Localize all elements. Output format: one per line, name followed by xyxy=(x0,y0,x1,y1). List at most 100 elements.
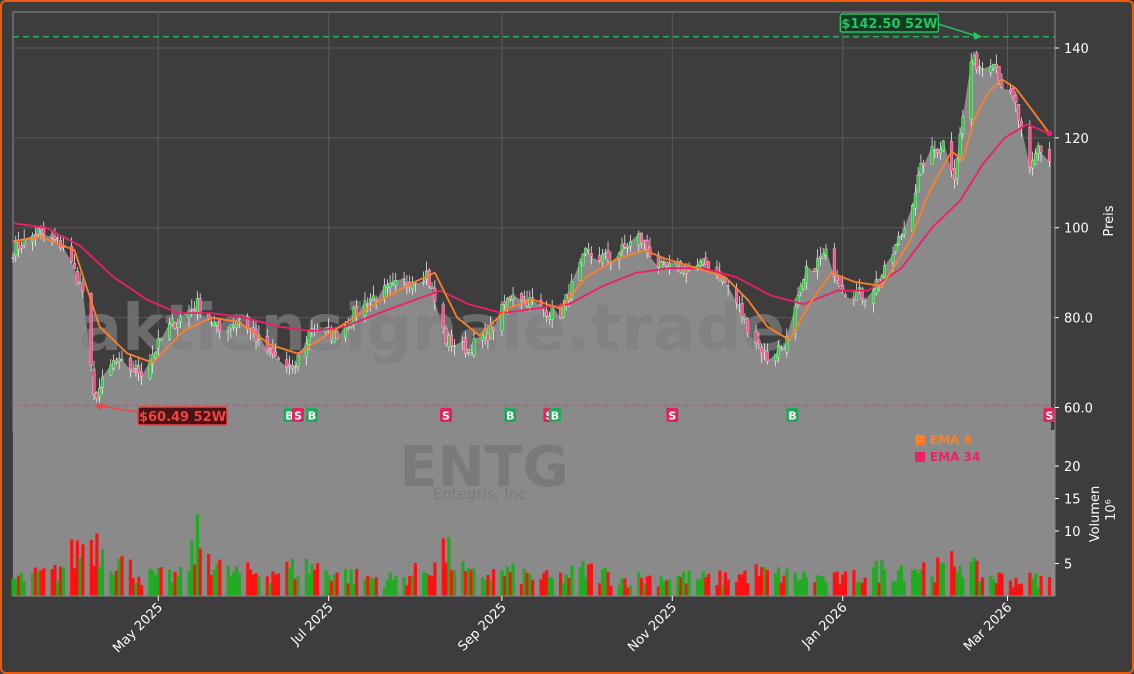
candle-body xyxy=(151,354,155,364)
volume-bar xyxy=(1008,580,1013,596)
candle-body xyxy=(81,283,85,292)
volume-bar xyxy=(628,585,633,596)
candle-body xyxy=(383,285,386,299)
candle-body xyxy=(746,318,750,334)
candle-body xyxy=(726,284,730,287)
candle-body xyxy=(500,304,504,331)
candle-body xyxy=(167,323,171,340)
ema34-end-dot xyxy=(1046,130,1053,137)
candle-body xyxy=(589,253,593,258)
volume-bar xyxy=(335,572,339,596)
volume-bar xyxy=(911,570,915,596)
volume-bar xyxy=(195,514,200,596)
candle-body xyxy=(19,245,23,249)
signal-label: B xyxy=(551,410,559,423)
volume-bar xyxy=(257,576,261,596)
candle-body xyxy=(645,240,649,250)
candle-body xyxy=(642,239,646,242)
candle-body xyxy=(148,360,152,379)
volume-bar xyxy=(637,572,641,596)
volume-bar xyxy=(589,563,593,596)
candle-body xyxy=(109,364,113,376)
candle-body xyxy=(668,262,671,268)
volume-bar xyxy=(687,570,691,596)
candle-body xyxy=(1014,95,1018,103)
volume-bar xyxy=(95,533,99,596)
volume-bar xyxy=(355,568,359,596)
candle-body xyxy=(402,278,406,280)
volume-bar xyxy=(779,582,783,596)
candle-body xyxy=(961,116,965,134)
candle-body xyxy=(506,298,509,309)
volume-bar xyxy=(385,580,390,596)
legend-label: EMA 8 xyxy=(930,433,972,447)
candle-body xyxy=(818,256,822,259)
candle-body xyxy=(268,348,272,350)
candle-body xyxy=(480,335,484,341)
volume-bar xyxy=(363,579,367,596)
volume-bar xyxy=(656,586,661,596)
candle-body xyxy=(511,294,515,300)
candle-body xyxy=(871,289,875,304)
candle-body xyxy=(89,293,93,366)
volume-bar xyxy=(81,544,85,596)
volume-bar xyxy=(871,567,876,596)
candle-body xyxy=(813,268,817,272)
volume-bar xyxy=(950,551,954,596)
candle-body xyxy=(930,146,934,165)
candle-body xyxy=(366,303,370,305)
volume-bar xyxy=(528,574,532,596)
candle-body xyxy=(860,288,864,300)
volume-bar xyxy=(461,561,465,596)
volume-bar xyxy=(561,582,566,596)
candle-body xyxy=(120,359,124,361)
volume-bar xyxy=(50,569,54,596)
price-tick-label: 80.0 xyxy=(1064,312,1093,327)
buy-signal xyxy=(786,408,799,422)
volume-bar xyxy=(193,564,197,596)
volume-bar xyxy=(855,582,859,596)
candle-body xyxy=(73,263,76,269)
volume-bar xyxy=(665,580,669,596)
candle-body xyxy=(852,296,856,300)
volume-bar xyxy=(723,572,728,596)
volume-axis-unit: 10⁶ xyxy=(1104,499,1119,521)
candle-body xyxy=(371,295,375,301)
volume-bar xyxy=(296,575,300,596)
volume-bar xyxy=(550,577,554,596)
volume-bar xyxy=(248,569,253,596)
volume-bar xyxy=(131,578,135,596)
volume-bar xyxy=(352,583,356,596)
volume-bar xyxy=(600,569,605,596)
legend-swatch xyxy=(915,435,925,445)
candle-body xyxy=(374,298,378,301)
candle-body xyxy=(472,338,476,357)
volume-bar xyxy=(153,575,158,596)
candle-body xyxy=(620,244,624,251)
volume-bar xyxy=(841,574,845,596)
candle-body xyxy=(997,66,1001,81)
candle-body xyxy=(212,321,216,326)
volume-bar xyxy=(19,572,24,596)
volume-bar xyxy=(894,581,898,596)
volume-bar xyxy=(187,570,191,596)
volume-bar xyxy=(662,581,666,596)
candle-body xyxy=(707,261,711,269)
volume-bar xyxy=(349,569,353,596)
volume-bar xyxy=(586,564,591,596)
candle-body xyxy=(42,227,46,235)
volume-bar xyxy=(100,549,105,596)
candle-body xyxy=(587,249,590,252)
candle-body xyxy=(799,285,803,293)
volume-bar xyxy=(53,564,57,596)
volume-bar xyxy=(765,569,769,596)
volume-bar xyxy=(941,562,945,596)
candle-body xyxy=(785,336,789,353)
candle-body xyxy=(218,318,222,332)
volume-bar xyxy=(405,585,409,596)
volume-tick-label: 20 xyxy=(1064,460,1081,475)
volume-bar xyxy=(346,583,350,596)
candle-body xyxy=(134,364,138,369)
volume-bar xyxy=(117,558,121,596)
volume-bar xyxy=(408,576,412,596)
